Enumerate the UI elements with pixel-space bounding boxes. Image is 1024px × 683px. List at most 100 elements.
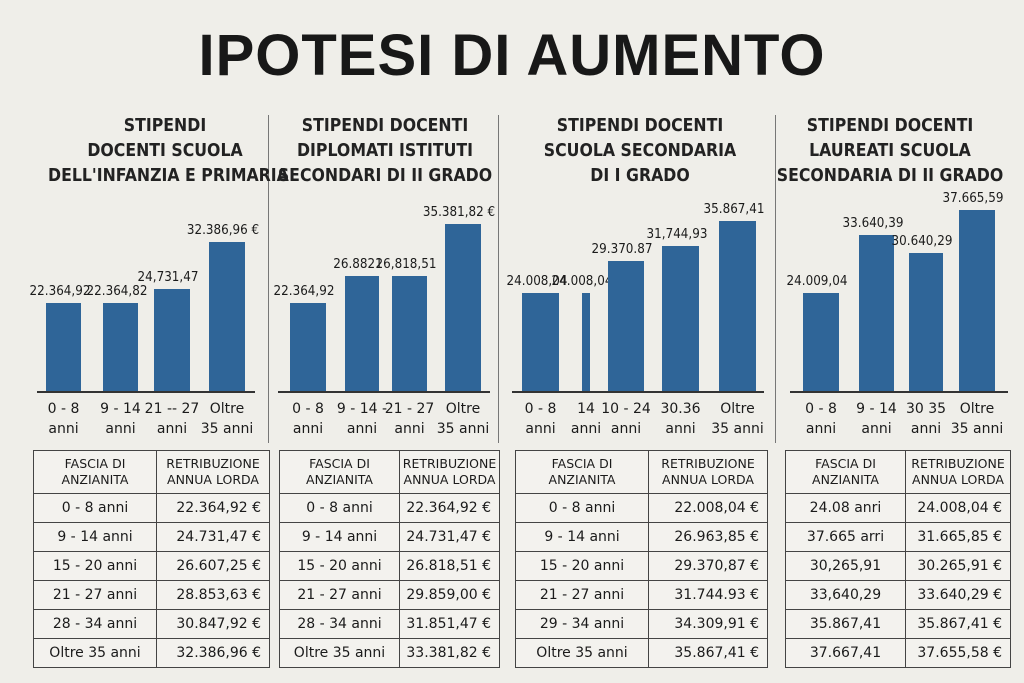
salary-cell: 28.853,63 € xyxy=(156,580,270,610)
category-label: 21 - 27 anni xyxy=(385,399,435,439)
category-label-line: 0 - 8 xyxy=(805,401,837,417)
category-label-line: anni xyxy=(910,421,942,437)
panel-title-line: SECONDARIA DI II GRADO xyxy=(776,166,1004,186)
category-label: 9 - 14 - anni xyxy=(337,399,387,439)
table-row: 21 - 27 anni 28.853,63 € xyxy=(33,580,270,610)
category-label: 9 - 14 anni xyxy=(100,399,141,439)
category-label-line: Oltre xyxy=(445,401,481,417)
salary-cell: 31.744.93 € xyxy=(648,580,768,610)
table-header-row: FASCIA DI ANZIANITA RETRIBUZIONE ANNUA LORD… xyxy=(515,450,768,494)
main-title: IPOTESI DI AUMENTO xyxy=(198,23,826,88)
table-header-cell: FASCIA DI ANZIANITA xyxy=(279,450,400,494)
category-label: Oltre 35 anni xyxy=(951,399,1003,439)
bar-value-label: 30.640,29 xyxy=(891,233,953,249)
salary-cell: 22.364,92 € xyxy=(399,493,500,523)
header-line: ANZIANITA xyxy=(61,472,129,487)
salary-cell: 31.851,47 € xyxy=(399,609,500,639)
bar-value-label: 32.386,96 € xyxy=(186,223,260,239)
bar xyxy=(909,252,943,391)
table-row: 15 - 20 anni 26.607,25 € xyxy=(33,551,270,581)
salary-table: FASCIA DI ANZIANITA RETRIBUZIONE ANNUA LORD… xyxy=(785,450,1011,668)
seniority-cell: 30,265,91 xyxy=(785,551,906,581)
seniority-cell: 28 - 34 anni xyxy=(279,609,400,639)
panel-title: STIPENDI DOCENTI LAUREATI SCUOLA SECONDARI… xyxy=(760,114,1020,189)
salary-cell: 35.867,41 € xyxy=(905,609,1011,639)
table-header-cell: FASCIA DI ANZIANITA xyxy=(785,450,906,494)
category-label: 0 - 8 anni xyxy=(805,399,837,439)
header-line: FASCIA DI xyxy=(64,456,126,471)
bar xyxy=(392,276,427,391)
table-header-cell: RETRIBUZIONE ANNUA LORDA xyxy=(156,450,270,494)
bar xyxy=(582,293,590,391)
panel-divider xyxy=(268,115,269,443)
category-label-line: anni xyxy=(292,421,324,437)
table-row: 37.665 arri 31.665,85 € xyxy=(785,522,1011,552)
table-row: 33,640,29 33.640,29 € xyxy=(785,580,1011,610)
category-label-line: 14 xyxy=(577,401,595,417)
header-line: RETRIBUZIONE xyxy=(166,456,260,471)
category-label-line: anni xyxy=(105,421,136,437)
category-label-line: Oltre xyxy=(209,401,245,417)
category-label: 30 35 anni xyxy=(906,399,946,439)
bar-value-label: 22.364,92 xyxy=(29,284,90,300)
header-line: RETRIBUZIONE xyxy=(402,456,497,471)
salary-cell: 29.370,87 € xyxy=(648,551,768,581)
category-label-line: 9 - 14 - xyxy=(336,401,388,417)
category-label-line: Oltre xyxy=(720,401,755,417)
category-label: 10 - 24 anni xyxy=(601,399,651,439)
x-axis-line xyxy=(37,391,255,393)
panel-title: STIPENDI DOCENTI SCUOLA DELL'INFANZIA E PR… xyxy=(35,114,295,189)
header-line: FASCIA DI xyxy=(815,456,876,471)
salary-cell: 24.731,47 € xyxy=(399,522,500,552)
bar xyxy=(522,293,559,391)
bar-value-label: 31,744,93 xyxy=(646,227,707,243)
category-label-line: 35 anni xyxy=(436,421,490,437)
category-label-line: 9 - 14 xyxy=(856,401,897,417)
table-header-cell: FASCIA DI ANZIANITA xyxy=(515,450,649,494)
category-label-line: 35 anni xyxy=(200,421,254,437)
bar xyxy=(608,260,644,391)
bar-value-label: 22.364,82 xyxy=(86,284,147,300)
seniority-cell: 15 - 20 anni xyxy=(515,551,649,581)
table-row: 0 - 8 anni 22.364,92 € xyxy=(33,493,270,523)
bar xyxy=(445,223,481,391)
bar-value-label: 35.381,82 € xyxy=(422,204,496,220)
salary-cell: 35.867,41 € xyxy=(648,638,768,668)
seniority-cell: 0 - 8 anni xyxy=(279,493,400,523)
salary-table: FASCIA DI ANZIANITA RETRIBUZIONE ANNUA LORD… xyxy=(515,450,768,668)
bar-value-label: 37.665,59 xyxy=(942,191,1004,207)
category-label: 21 -- 27 anni xyxy=(145,399,200,439)
category-label-line: 10 - 24 xyxy=(601,401,651,417)
category-label-line: 30.36 xyxy=(660,401,701,417)
panel-title-line: STIPENDI DOCENTI xyxy=(806,116,974,136)
salary-cell: 37.655,58 € xyxy=(905,638,1011,668)
header-line: ANNUA LORDA xyxy=(912,472,1004,487)
category-label-line: anni xyxy=(610,421,642,437)
table-row: Oltre 35 anni 32.386,96 € xyxy=(33,638,270,668)
category-label-line: 0 - 8 xyxy=(47,401,80,417)
header-line: ANNUA LORDA xyxy=(403,472,496,487)
header-line: ANZIANITA xyxy=(306,472,373,487)
salary-table: FASCIA DI ANZIANITA RETRIBUZIONE ANNUA LORD… xyxy=(279,450,500,668)
category-label-line: Oltre xyxy=(959,401,995,417)
bar-value-label: 29.370.87 xyxy=(591,241,653,257)
panel-title-line: DELL'INFANZIA E PRIMARIA xyxy=(48,166,289,186)
salary-cell: 22.364,92 € xyxy=(156,493,270,523)
bar xyxy=(103,303,138,391)
bar-value-label: 24.008,04 xyxy=(551,274,613,290)
seniority-cell: 9 - 14 anni xyxy=(33,522,157,552)
panel-title-line: DI I GRADO xyxy=(590,166,690,186)
table-row: 9 - 14 anni 24.731,47 € xyxy=(279,522,500,552)
salary-table: FASCIA DI ANZIANITA RETRIBUZIONE ANNUA LORD… xyxy=(33,450,270,668)
bar-value-label: 33.640,39 xyxy=(842,215,903,231)
bar xyxy=(662,246,699,391)
salary-cell: 22.008,04 € xyxy=(648,493,768,523)
category-label-line: anni xyxy=(346,421,378,437)
bar xyxy=(290,303,326,391)
bar xyxy=(209,242,245,391)
salary-cell: 34.309,91 € xyxy=(648,609,768,639)
table-header-row: FASCIA DI ANZIANITA RETRIBUZIONE ANNUA LORD… xyxy=(785,450,1011,494)
seniority-cell: 35.867,41 xyxy=(785,609,906,639)
table-header-cell: FASCIA DI ANZIANITA xyxy=(33,450,157,494)
category-label-line: 0 - 8 xyxy=(292,401,324,417)
